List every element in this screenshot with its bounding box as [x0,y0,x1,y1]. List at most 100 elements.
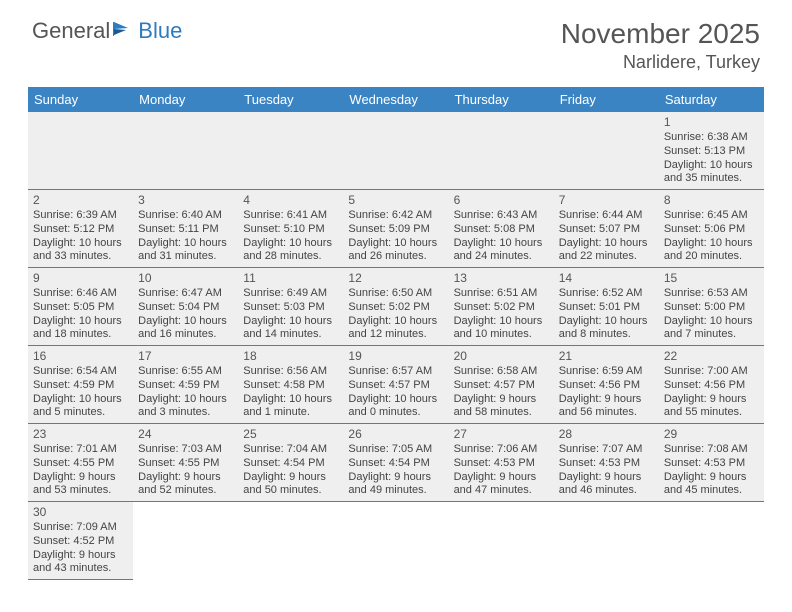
day-sunrise: Sunrise: 7:01 AM [33,443,128,457]
day-sunset: Sunset: 5:11 PM [138,223,233,237]
day-daylight2: and 35 minutes. [664,172,759,186]
day-number: 28 [559,427,654,442]
day-daylight2: and 14 minutes. [243,328,338,342]
day-sunset: Sunset: 4:54 PM [243,457,338,471]
day-sunset: Sunset: 5:05 PM [33,301,128,315]
day-daylight2: and 43 minutes. [33,562,128,576]
day-daylight1: Daylight: 10 hours [243,393,338,407]
day-sunrise: Sunrise: 6:46 AM [33,287,128,301]
day-daylight2: and 53 minutes. [33,484,128,498]
day-cell-26: 26Sunrise: 7:05 AMSunset: 4:54 PMDayligh… [343,424,448,502]
day-daylight1: Daylight: 9 hours [243,471,338,485]
day-sunset: Sunset: 5:00 PM [664,301,759,315]
day-number: 13 [454,271,549,286]
day-number: 2 [33,193,128,208]
day-daylight1: Daylight: 9 hours [348,471,443,485]
day-sunrise: Sunrise: 6:55 AM [138,365,233,379]
trailing-empty-cell [343,502,448,580]
trailing-empty-cell [659,502,764,580]
day-daylight1: Daylight: 10 hours [348,393,443,407]
day-header-saturday: Saturday [659,87,764,112]
day-sunrise: Sunrise: 6:52 AM [559,287,654,301]
day-number: 23 [33,427,128,442]
day-number: 6 [454,193,549,208]
day-sunrise: Sunrise: 7:08 AM [664,443,759,457]
day-daylight2: and 22 minutes. [559,250,654,264]
week-row: 23Sunrise: 7:01 AMSunset: 4:55 PMDayligh… [28,424,764,502]
day-cell-13: 13Sunrise: 6:51 AMSunset: 5:02 PMDayligh… [449,268,554,346]
day-number: 5 [348,193,443,208]
day-daylight1: Daylight: 9 hours [454,471,549,485]
day-cell-15: 15Sunrise: 6:53 AMSunset: 5:00 PMDayligh… [659,268,764,346]
day-daylight1: Daylight: 10 hours [138,237,233,251]
day-daylight1: Daylight: 10 hours [348,315,443,329]
day-sunset: Sunset: 4:57 PM [348,379,443,393]
day-header-monday: Monday [133,87,238,112]
empty-cell [238,112,343,190]
day-daylight2: and 49 minutes. [348,484,443,498]
day-cell-27: 27Sunrise: 7:06 AMSunset: 4:53 PMDayligh… [449,424,554,502]
day-sunrise: Sunrise: 7:03 AM [138,443,233,457]
day-sunset: Sunset: 4:58 PM [243,379,338,393]
day-number: 12 [348,271,443,286]
day-header-friday: Friday [554,87,659,112]
day-daylight2: and 24 minutes. [454,250,549,264]
day-sunset: Sunset: 5:03 PM [243,301,338,315]
day-daylight2: and 26 minutes. [348,250,443,264]
day-sunrise: Sunrise: 7:04 AM [243,443,338,457]
day-cell-20: 20Sunrise: 6:58 AMSunset: 4:57 PMDayligh… [449,346,554,424]
day-daylight1: Daylight: 10 hours [664,315,759,329]
day-header-sunday: Sunday [28,87,133,112]
day-sunset: Sunset: 4:55 PM [138,457,233,471]
day-cell-24: 24Sunrise: 7:03 AMSunset: 4:55 PMDayligh… [133,424,238,502]
day-sunrise: Sunrise: 6:49 AM [243,287,338,301]
day-sunrise: Sunrise: 6:45 AM [664,209,759,223]
day-cell-1: 1Sunrise: 6:38 AMSunset: 5:13 PMDaylight… [659,112,764,190]
day-daylight2: and 18 minutes. [33,328,128,342]
day-sunset: Sunset: 5:10 PM [243,223,338,237]
day-sunset: Sunset: 4:57 PM [454,379,549,393]
day-number: 25 [243,427,338,442]
day-sunrise: Sunrise: 6:39 AM [33,209,128,223]
day-header-thursday: Thursday [449,87,554,112]
day-sunrise: Sunrise: 6:42 AM [348,209,443,223]
logo-text-general: General [32,18,110,44]
day-daylight2: and 45 minutes. [664,484,759,498]
day-number: 4 [243,193,338,208]
day-sunset: Sunset: 5:07 PM [559,223,654,237]
day-daylight2: and 55 minutes. [664,406,759,420]
day-sunset: Sunset: 5:06 PM [664,223,759,237]
week-row: 9Sunrise: 6:46 AMSunset: 5:05 PMDaylight… [28,268,764,346]
logo: General Blue [32,18,182,44]
day-number: 11 [243,271,338,286]
day-number: 1 [664,115,759,130]
trailing-empty-cell [133,502,238,580]
day-daylight2: and 50 minutes. [243,484,338,498]
day-daylight1: Daylight: 9 hours [138,471,233,485]
day-number: 17 [138,349,233,364]
day-cell-14: 14Sunrise: 6:52 AMSunset: 5:01 PMDayligh… [554,268,659,346]
trailing-empty-cell [238,502,343,580]
day-daylight2: and 46 minutes. [559,484,654,498]
day-sunset: Sunset: 4:56 PM [664,379,759,393]
week-row: 16Sunrise: 6:54 AMSunset: 4:59 PMDayligh… [28,346,764,424]
day-daylight1: Daylight: 10 hours [559,237,654,251]
day-sunset: Sunset: 4:54 PM [348,457,443,471]
day-daylight1: Daylight: 10 hours [348,237,443,251]
day-number: 16 [33,349,128,364]
day-cell-16: 16Sunrise: 6:54 AMSunset: 4:59 PMDayligh… [28,346,133,424]
location: Narlidere, Turkey [561,52,760,73]
day-daylight2: and 7 minutes. [664,328,759,342]
calendar: SundayMondayTuesdayWednesdayThursdayFrid… [28,87,764,580]
day-daylight1: Daylight: 10 hours [243,315,338,329]
day-cell-3: 3Sunrise: 6:40 AMSunset: 5:11 PMDaylight… [133,190,238,268]
day-daylight1: Daylight: 10 hours [454,315,549,329]
day-cell-19: 19Sunrise: 6:57 AMSunset: 4:57 PMDayligh… [343,346,448,424]
day-daylight2: and 31 minutes. [138,250,233,264]
day-cell-21: 21Sunrise: 6:59 AMSunset: 4:56 PMDayligh… [554,346,659,424]
day-daylight2: and 12 minutes. [348,328,443,342]
day-sunset: Sunset: 4:53 PM [454,457,549,471]
day-sunset: Sunset: 4:53 PM [559,457,654,471]
day-sunrise: Sunrise: 6:58 AM [454,365,549,379]
day-sunrise: Sunrise: 7:05 AM [348,443,443,457]
